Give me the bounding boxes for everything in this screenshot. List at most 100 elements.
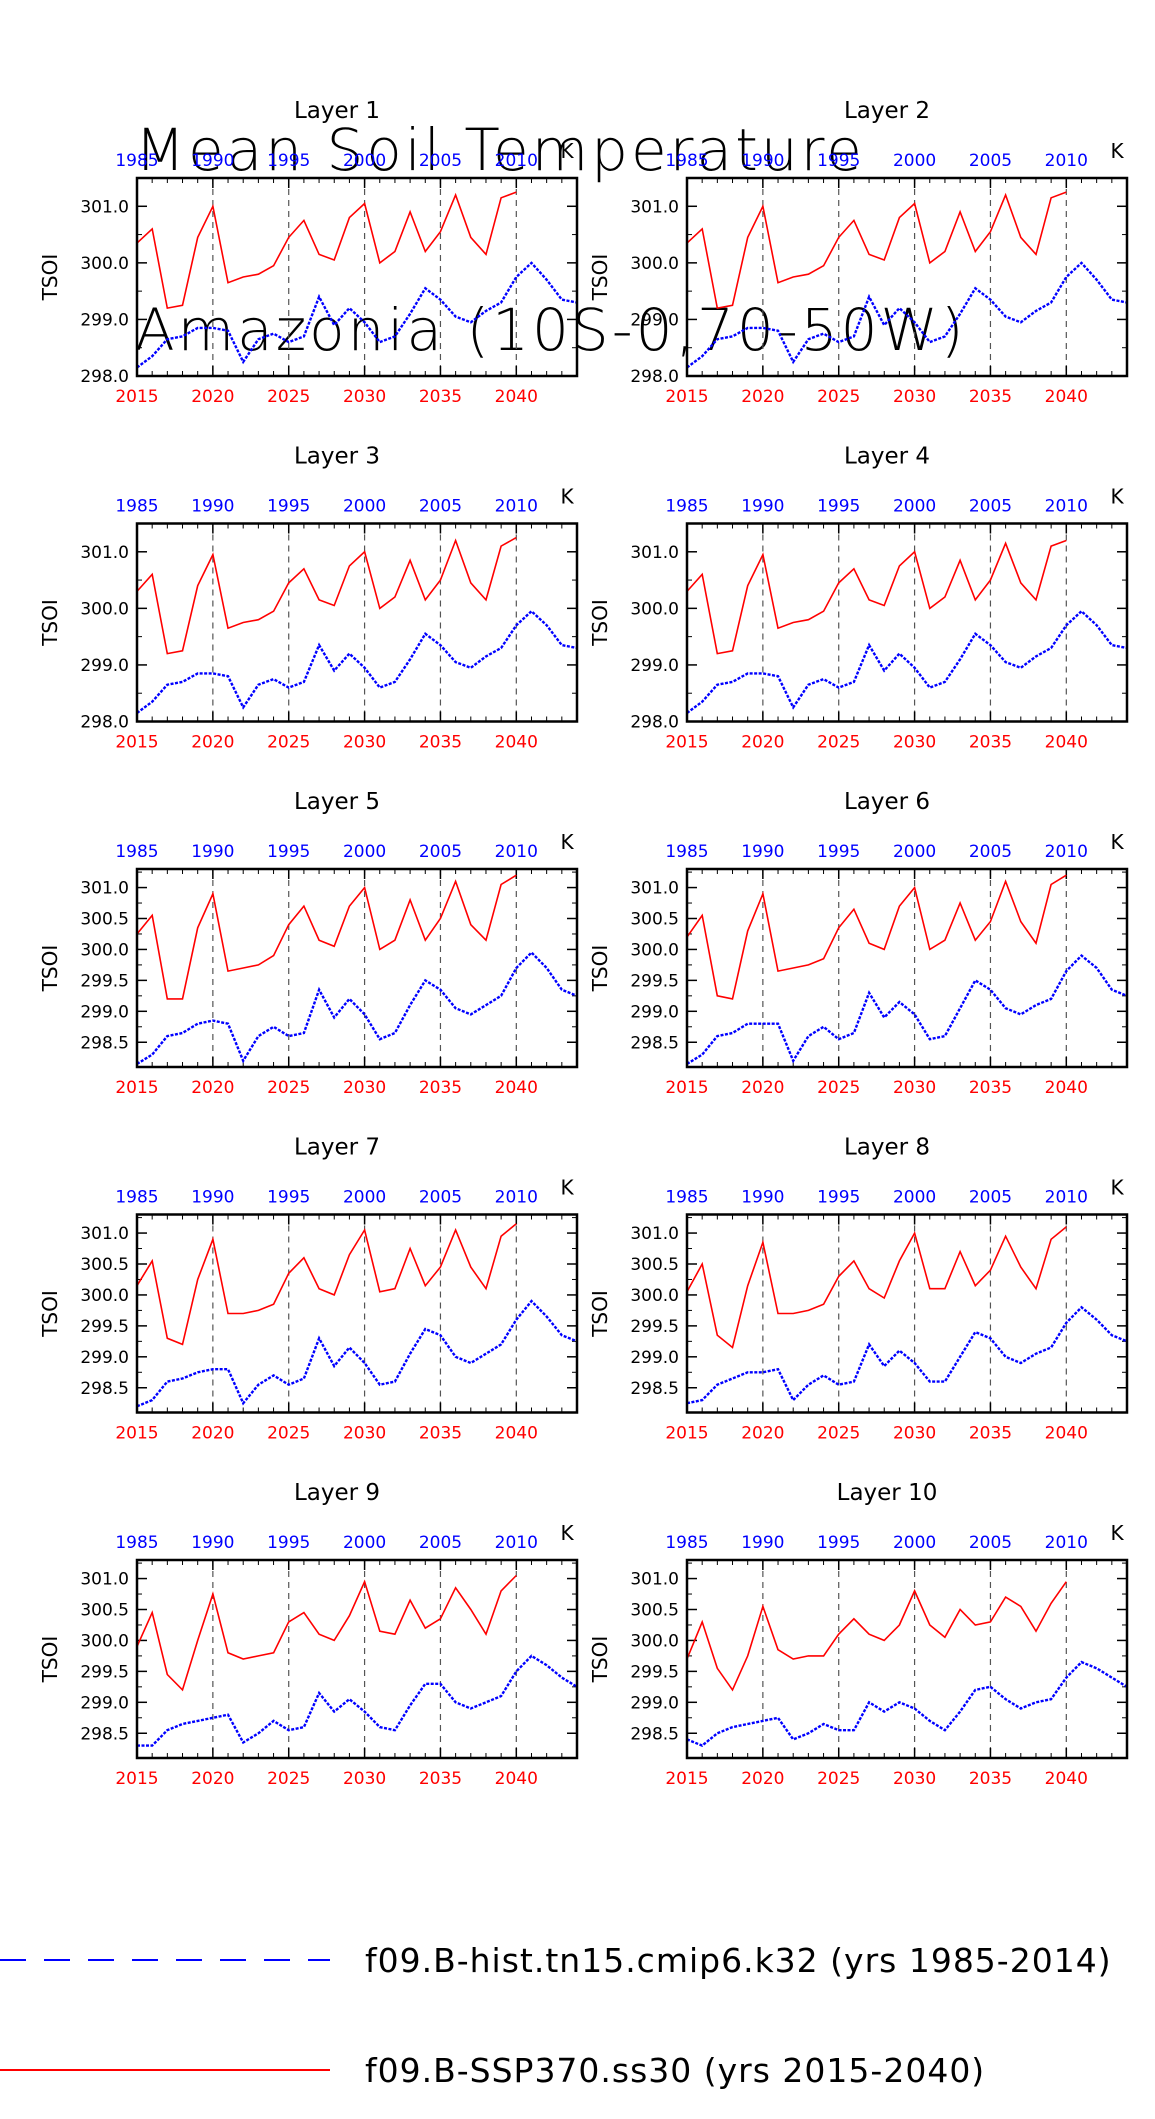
x-tick-label-top: 1990 — [741, 151, 784, 171]
plot-frame — [135, 522, 579, 723]
x-tick-label-bottom: 2015 — [665, 1769, 708, 1789]
y-tick-label: 299.0 — [630, 310, 679, 330]
panel-title: Layer 2 — [844, 98, 930, 124]
units-label: K — [1110, 485, 1124, 509]
x-tick-label-bottom: 2025 — [817, 1078, 860, 1098]
plot-frame — [135, 1558, 579, 1760]
x-tick-label-top: 1990 — [741, 842, 784, 862]
legend: f09.B-hist.tn15.cmip6.k32 (yrs 1985-2014… — [0, 1941, 1112, 2090]
x-tick-label-top: 1995 — [817, 1533, 860, 1553]
chart-title-line-1: Mean Soil Temperature — [135, 116, 865, 184]
x-tick-label-top: 2005 — [969, 1533, 1012, 1553]
x-tick-label-bottom: 2030 — [893, 733, 936, 753]
y-tick-label: 298.5 — [80, 1379, 129, 1399]
units-label: K — [560, 830, 574, 854]
x-tick-label-bottom: 2015 — [665, 1078, 708, 1098]
x-tick-label-bottom: 2040 — [1045, 1078, 1088, 1098]
y-tick-label: 300.0 — [630, 1286, 679, 1306]
y-tick-label: 301.0 — [80, 1224, 129, 1244]
units-label: K — [560, 1521, 574, 1545]
panel-title: Layer 6 — [844, 789, 930, 815]
y-tick-label: 301.0 — [80, 197, 129, 217]
x-tick-label-top: 2010 — [495, 1188, 538, 1208]
x-tick-label-bottom: 2015 — [665, 387, 708, 407]
x-tick-label-top: 2005 — [969, 497, 1012, 517]
x-tick-label-top: 2010 — [495, 497, 538, 517]
series-line-hist — [137, 1654, 578, 1747]
x-tick-label-top: 1985 — [115, 1533, 158, 1553]
x-tick-label-top: 2005 — [419, 497, 462, 517]
x-tick-label-top: 1990 — [191, 151, 234, 171]
y-tick-label: 299.5 — [630, 1317, 679, 1337]
y-tick-label: 301.0 — [630, 879, 679, 899]
x-tick-label-bottom: 2025 — [267, 1078, 310, 1098]
x-tick-label-top: 2000 — [893, 1533, 936, 1553]
panel-9: Layer 9 K TSOI 2015 2020 2025 2030 2035 2040 1985… — [38, 1480, 579, 1789]
series-line-ssp — [136, 536, 517, 655]
y-tick-label: 300.5 — [80, 1601, 129, 1621]
x-tick-label-bottom: 2035 — [419, 733, 462, 753]
units-label: K — [1110, 1521, 1124, 1545]
x-tick-label-bottom: 2025 — [267, 387, 310, 407]
x-tick-label-bottom: 2015 — [115, 1078, 158, 1098]
y-tick-label: 299.0 — [630, 1348, 679, 1368]
x-tick-label-top: 2000 — [343, 151, 386, 171]
y-axis-label: TSOI — [38, 945, 62, 993]
y-tick-label: 298.0 — [80, 367, 129, 387]
y-tick-label: 300.5 — [630, 910, 679, 930]
y-tick-label: 298.5 — [630, 1724, 679, 1744]
series-line-ssp — [686, 1581, 1067, 1692]
x-tick-label-bottom: 2040 — [495, 387, 538, 407]
panel-2: Layer 2 K TSOI 2015 2020 2025 2030 2035 2040 1985… — [588, 98, 1129, 407]
panel-1: Layer 1 K TSOI 2015 2020 2025 2030 2035 2040 1985… — [38, 98, 579, 407]
y-axis-label: TSOI — [588, 599, 612, 647]
x-tick-label-top: 1995 — [267, 842, 310, 862]
series-line-hist — [136, 1299, 578, 1408]
y-tick-label: 301.0 — [630, 197, 679, 217]
plot-frame — [135, 867, 579, 1069]
x-tick-label-bottom: 2035 — [969, 1424, 1012, 1444]
legend-label: f09.B-hist.tn15.cmip6.k32 (yrs 1985-2014… — [365, 1941, 1112, 1980]
y-tick-label: 301.0 — [80, 543, 129, 563]
y-tick-label: 300.0 — [80, 1286, 129, 1306]
plot-frame — [135, 1213, 579, 1414]
y-tick-label: 299.0 — [80, 1693, 129, 1713]
y-axis-label: TSOI — [588, 254, 612, 302]
y-tick-label: 299.0 — [630, 1693, 679, 1713]
x-tick-label-top: 1990 — [741, 1533, 784, 1553]
x-tick-label-top: 2010 — [495, 842, 538, 862]
x-tick-label-top: 1995 — [267, 151, 310, 171]
y-axis-label: TSOI — [38, 254, 62, 302]
x-tick-label-top: 1995 — [817, 151, 860, 171]
x-tick-label-top: 1995 — [817, 1188, 860, 1208]
y-axis-label: TSOI — [38, 1636, 62, 1684]
x-tick-label-top: 1990 — [191, 842, 234, 862]
series-line-ssp — [686, 191, 1067, 310]
x-tick-label-bottom: 2025 — [817, 1769, 860, 1789]
series-line-ssp — [686, 874, 1067, 1000]
y-tick-label: 300.0 — [630, 1631, 679, 1651]
x-tick-label-top: 1995 — [267, 497, 310, 517]
x-tick-label-top: 2005 — [969, 151, 1012, 171]
series-line-ssp — [686, 1226, 1067, 1349]
units-label: K — [560, 1176, 574, 1200]
plot-frame — [685, 176, 1129, 378]
x-tick-label-top: 2000 — [343, 1533, 386, 1553]
x-tick-label-bottom: 2035 — [969, 733, 1012, 753]
x-tick-label-bottom: 2030 — [893, 387, 936, 407]
x-tick-label-top: 1985 — [665, 1533, 708, 1553]
y-tick-label: 300.5 — [80, 910, 129, 930]
series-line-hist — [136, 261, 578, 369]
x-tick-label-bottom: 2040 — [1045, 733, 1088, 753]
units-label: K — [560, 485, 574, 509]
panel-6: Layer 6 K TSOI 2015 2020 2025 2030 2035 2040 1985… — [588, 789, 1129, 1098]
x-tick-label-bottom: 2015 — [115, 733, 158, 753]
plot-frame — [135, 176, 579, 378]
x-tick-label-bottom: 2015 — [115, 1424, 158, 1444]
series-line-hist — [686, 261, 1128, 369]
series-line-ssp — [136, 1223, 517, 1346]
y-tick-label: 300.0 — [630, 940, 679, 960]
y-tick-label: 300.0 — [630, 254, 679, 274]
x-tick-label-bottom: 2030 — [343, 1769, 386, 1789]
panel-8: Layer 8 K TSOI 2015 2020 2025 2030 2035 2040 1985… — [588, 1135, 1129, 1444]
